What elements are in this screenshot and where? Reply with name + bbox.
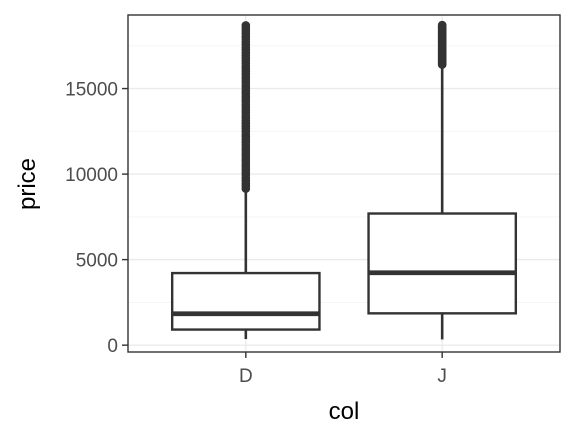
outliers-J: [437, 20, 447, 69]
y-tick-label: 15000: [65, 80, 118, 101]
outlier-point: [437, 20, 447, 30]
x-tick-label: J: [437, 366, 447, 387]
y-tick-label: 10000: [65, 165, 118, 186]
panel-border: [127, 14, 561, 353]
axes: 0 5000 10000 15000 D J: [65, 80, 447, 387]
box-D: [170, 21, 321, 340]
x-tick-label: D: [239, 366, 253, 387]
box-body: [367, 212, 518, 315]
y-tick-label: 0: [107, 336, 118, 357]
outlier-point: [241, 21, 251, 30]
y-tick-label: 5000: [76, 251, 118, 272]
box-body: [170, 271, 321, 331]
outliers-D: [241, 21, 251, 193]
box-J: [367, 20, 518, 340]
boxes: [170, 20, 518, 340]
y-axis-title: price: [14, 158, 41, 210]
x-axis-title: col: [329, 398, 360, 425]
